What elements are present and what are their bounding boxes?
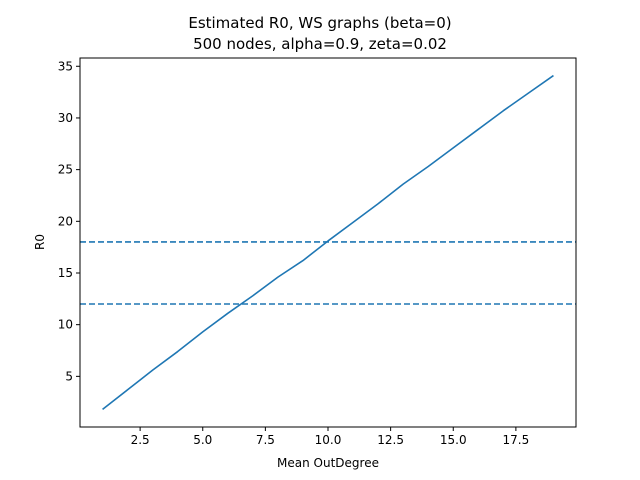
y-tick-label: 35 <box>58 59 73 73</box>
x-tick-label: 5.0 <box>193 433 212 447</box>
chart-title: Estimated R0, WS graphs (beta=0) <box>188 14 451 32</box>
chart-subtitle: 500 nodes, alpha=0.9, zeta=0.02 <box>193 35 447 53</box>
y-axis-label: R0 <box>33 234 47 250</box>
series-line-1 <box>102 74 554 411</box>
y-tick-label: 25 <box>58 163 73 177</box>
x-tick-label: 12.5 <box>377 433 404 447</box>
y-tick-label: 20 <box>58 214 73 228</box>
y-tick-label: 15 <box>58 266 73 280</box>
y-tick-label: 30 <box>58 111 73 125</box>
x-tick-label: 2.5 <box>131 433 150 447</box>
x-axis-ticks: 2.5 5.0 7.5 10.0 12.5 15.0 17.5 <box>131 427 530 447</box>
y-tick-label: 10 <box>58 318 73 332</box>
x-axis-label: Mean OutDegree <box>277 456 379 470</box>
y-tick-label: 5 <box>65 369 73 383</box>
y-axis-ticks: 5 10 15 20 25 30 35 <box>58 59 80 383</box>
plot-marks <box>80 74 576 411</box>
x-tick-label: 15.0 <box>440 433 467 447</box>
x-tick-label: 10.0 <box>315 433 342 447</box>
x-tick-label: 17.5 <box>503 433 530 447</box>
x-tick-label: 7.5 <box>256 433 275 447</box>
